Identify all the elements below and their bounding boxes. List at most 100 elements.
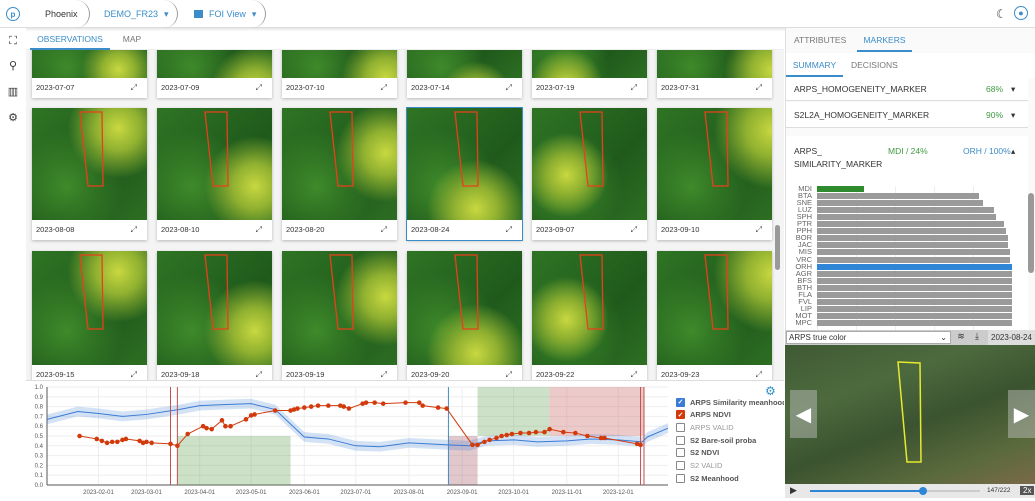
bar-orh[interactable]	[817, 263, 1012, 270]
observation-thumbnail[interactable]	[157, 50, 272, 78]
legend-item[interactable]: ARPS VALID	[676, 421, 734, 433]
bar-fvl[interactable]	[817, 298, 1012, 305]
bar-mdi[interactable]	[817, 186, 864, 192]
legend-item[interactable]: ✓ ARPS NDVI	[676, 409, 731, 421]
chart-settings-icon[interactable]: ⚙	[765, 384, 776, 398]
expand-icon[interactable]: ⤢	[255, 225, 262, 234]
project-dropdown[interactable]: DEMO_FR23 ▾	[90, 0, 178, 28]
legend-item[interactable]: S2 VALID	[676, 460, 722, 472]
observation-thumbnail[interactable]	[657, 50, 772, 78]
marker-row[interactable]: ARPS_HOMOGENEITY_MARKER 68% ▾	[786, 77, 1028, 101]
bar-mot[interactable]	[817, 312, 1012, 319]
observation-thumbnail[interactable]	[282, 108, 397, 220]
legend-item[interactable]: S2 NDVI	[676, 447, 719, 459]
observation-thumbnail[interactable]	[282, 50, 397, 78]
observation-thumbnail[interactable]	[407, 108, 522, 220]
bar-fla[interactable]	[817, 291, 1012, 298]
observation-thumbnail[interactable]	[157, 251, 272, 365]
marker-row[interactable]: S2L2A_HOMOGENEITY_MARKER 90% ▾	[786, 102, 1028, 128]
legend-checkbox[interactable]: ✓	[676, 410, 685, 420]
observation-thumbnail[interactable]	[532, 108, 647, 220]
observation-thumbnail[interactable]	[532, 251, 647, 365]
legend-checkbox[interactable]	[676, 435, 685, 445]
observation-card[interactable]: 2023-08-08 ⤢	[32, 108, 147, 240]
grid-scrollbar[interactable]	[775, 225, 780, 270]
bar-jac[interactable]	[817, 242, 1009, 249]
observation-card[interactable]: 2023-09-15 ⤢	[32, 251, 147, 380]
legend-item[interactable]: S2 Meanhood	[676, 472, 739, 484]
view-dropdown[interactable]: FOI View ▾	[178, 0, 266, 28]
moon-icon[interactable]: ☾	[996, 7, 1007, 21]
observation-thumbnail[interactable]	[32, 50, 147, 78]
tab-observations[interactable]: OBSERVATIONS	[30, 28, 110, 50]
observation-card[interactable]: 2023-07-07 ⤢	[32, 50, 147, 98]
bar-vrc[interactable]	[817, 256, 1011, 263]
expand-icon[interactable]: ⤢	[630, 83, 637, 92]
observation-card[interactable]: 2023-09-22 ⤢	[532, 251, 647, 380]
settings-icon[interactable]: ⚙	[8, 112, 18, 124]
layers-icon[interactable]: ≋	[957, 331, 965, 341]
observation-thumbnail[interactable]	[657, 251, 772, 365]
observation-card[interactable]: 2023-08-10 ⤢	[157, 108, 272, 240]
observation-thumbnail[interactable]	[282, 251, 397, 365]
bar-lip[interactable]	[817, 305, 1012, 312]
observation-card[interactable]: 2023-09-19 ⤢	[282, 251, 397, 380]
expand-icon[interactable]: ⤢	[130, 225, 137, 234]
expand-icon[interactable]: ⤢	[380, 370, 387, 379]
subtab-decisions[interactable]: DECISIONS	[851, 60, 898, 70]
legend-checkbox[interactable]	[676, 461, 685, 470]
play-icon[interactable]: ▶	[790, 485, 797, 495]
observation-card[interactable]: 2023-08-24 ⤢	[406, 107, 523, 241]
legend-checkbox[interactable]: ✓	[676, 397, 685, 407]
tab-attributes[interactable]: ATTRIBUTES	[794, 35, 847, 45]
next-image-button[interactable]: ▶	[1008, 390, 1035, 438]
bar-agr[interactable]	[817, 270, 1012, 277]
account-icon[interactable]: ●	[1014, 6, 1028, 20]
bar-mis[interactable]	[817, 249, 1011, 256]
previous-image-button[interactable]: ◀	[790, 390, 817, 438]
expand-icon[interactable]: ⤢	[755, 83, 762, 92]
observation-card[interactable]: 2023-09-10 ⤢	[657, 108, 772, 240]
caret-up-icon[interactable]: ▴	[1011, 146, 1016, 156]
timeline-slider[interactable]	[810, 487, 980, 495]
expand-icon[interactable]: ⤢	[130, 370, 137, 379]
observation-thumbnail[interactable]	[32, 251, 147, 365]
bar-bta[interactable]	[817, 193, 979, 200]
legend-checkbox[interactable]	[676, 473, 685, 483]
map-icon[interactable]: ▥	[7, 86, 19, 98]
expand-icon[interactable]: ⤢	[130, 83, 137, 92]
observation-card[interactable]: 2023-07-19 ⤢	[532, 50, 647, 98]
observation-card[interactable]: 2023-09-20 ⤢	[407, 251, 522, 380]
panel-scrollbar[interactable]	[1028, 193, 1034, 273]
bar-sne[interactable]	[817, 200, 983, 207]
expand-icon[interactable]: ⤢	[755, 225, 762, 234]
bar-ptr[interactable]	[817, 221, 1005, 228]
expand-icon[interactable]: ⤢	[755, 370, 762, 379]
observation-card[interactable]: 2023-09-07 ⤢	[532, 108, 647, 240]
bar-sph[interactable]	[817, 214, 997, 221]
observation-thumbnail[interactable]	[32, 108, 147, 220]
bar-pph[interactable]	[817, 228, 1007, 235]
search-icon[interactable]: ⚲	[8, 60, 18, 72]
observation-card[interactable]: 2023-09-18 ⤢	[157, 251, 272, 380]
bar-luz[interactable]	[817, 207, 995, 214]
observation-card[interactable]: 2023-09-23 ⤢	[657, 251, 772, 380]
expand-icon[interactable]: ⤢	[630, 225, 637, 234]
legend-checkbox[interactable]	[676, 448, 685, 458]
bar-mpc[interactable]	[817, 319, 1012, 326]
expand-icon[interactable]: ⤢	[380, 83, 387, 92]
expand-icon[interactable]: ⤢	[380, 225, 387, 234]
observation-card[interactable]: 2023-07-09 ⤢	[157, 50, 272, 98]
observation-thumbnail[interactable]	[657, 108, 772, 220]
bar-bth[interactable]	[817, 284, 1012, 291]
expand-icon[interactable]: ⤢	[630, 370, 637, 379]
observation-card[interactable]: 2023-07-14 ⤢	[407, 50, 522, 98]
expand-icon[interactable]: ⤢	[505, 225, 512, 234]
observation-thumbnail[interactable]	[532, 50, 647, 78]
bar-bor[interactable]	[817, 235, 1009, 242]
tab-markers[interactable]: MARKERS	[857, 28, 912, 52]
legend-item[interactable]: ✓ ARPS Similarity meanhood	[676, 396, 784, 408]
tab-map[interactable]: MAP	[122, 34, 142, 44]
image-layer-select[interactable]: ARPS true color ⌄	[786, 331, 951, 344]
subtab-summary[interactable]: SUMMARY	[786, 53, 843, 77]
